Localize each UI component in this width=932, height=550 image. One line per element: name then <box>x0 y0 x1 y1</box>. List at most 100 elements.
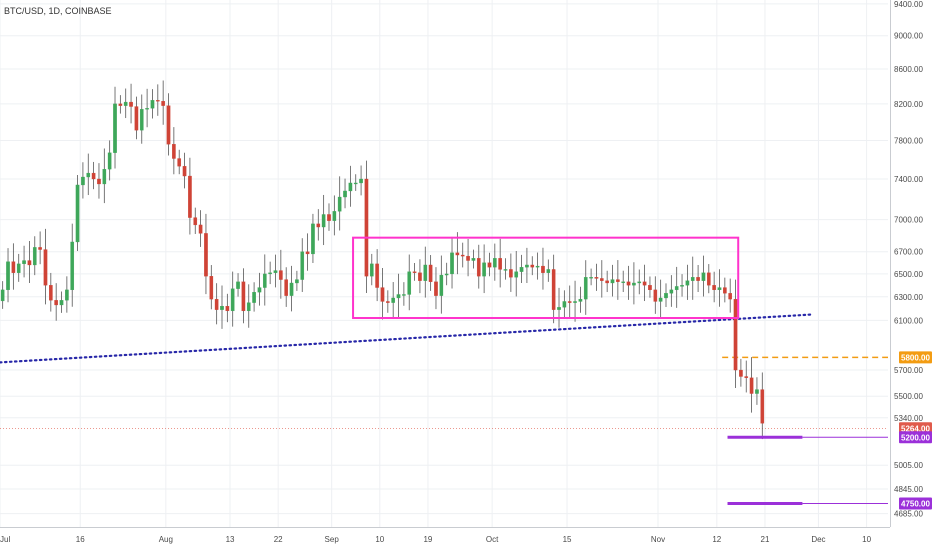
candle-up <box>6 261 10 291</box>
candle-down <box>476 258 481 277</box>
candle-down <box>214 298 219 310</box>
y-tick-label: 6700.00 <box>894 248 923 257</box>
candle-up <box>86 172 91 178</box>
candle-up <box>311 223 315 255</box>
candle-up <box>578 298 583 302</box>
y-tick-label: 8200.00 <box>894 100 923 109</box>
y-tick-label: 4845.00 <box>894 485 923 494</box>
candle-up <box>525 264 529 268</box>
candle-up <box>343 190 347 198</box>
candle-down <box>43 249 48 286</box>
x-tick-label: 15 <box>563 535 572 544</box>
candle-down <box>11 261 16 273</box>
candle-down <box>305 251 310 255</box>
candle-up <box>573 301 577 303</box>
candle-down <box>193 217 198 226</box>
candle-down <box>653 289 658 302</box>
y-tick-label: 4685.00 <box>894 510 923 519</box>
candle-up <box>503 269 508 271</box>
candle-down <box>188 175 192 218</box>
y-tick-label: 5700.00 <box>894 366 923 375</box>
range-box <box>352 236 740 320</box>
candle-up <box>295 279 299 284</box>
candle-down <box>642 281 647 286</box>
candle-down <box>49 285 53 301</box>
y-tick-label: 5005.00 <box>894 461 923 470</box>
candle-down <box>428 264 433 282</box>
candle-up <box>300 251 305 280</box>
y-tick-label: 7800.00 <box>894 136 923 145</box>
candle-down <box>455 252 460 256</box>
candle-up <box>139 109 144 131</box>
candle-up <box>637 281 642 284</box>
y-tick-label: 6100.00 <box>894 316 923 325</box>
candle-up <box>145 108 149 110</box>
candle-up <box>674 286 679 291</box>
x-tick-label: 19 <box>423 535 432 544</box>
candle-up <box>755 389 759 394</box>
candle-up <box>150 100 155 109</box>
y-tick-label: 6500.00 <box>894 270 923 279</box>
grid-lines <box>0 0 888 527</box>
candle-down <box>733 298 738 371</box>
resistance-badge-bg <box>899 351 932 364</box>
candle-up <box>680 285 684 287</box>
candle-down <box>530 264 535 268</box>
candle-up <box>402 294 406 296</box>
support-badge: 5200.00 <box>901 433 930 442</box>
candle-down <box>91 172 96 180</box>
candle-up <box>262 273 267 288</box>
candle-down <box>155 100 160 102</box>
candle-up <box>669 289 674 294</box>
candle-up <box>423 264 428 281</box>
candle-up <box>717 287 722 291</box>
candle-down <box>284 279 289 296</box>
x-tick-label: Jul <box>0 535 10 544</box>
candle-up <box>65 289 69 301</box>
candle-down <box>760 389 765 424</box>
candle-down <box>161 101 165 106</box>
candle-up <box>589 277 593 279</box>
candle-up <box>621 281 626 283</box>
x-tick-label: Dec <box>811 535 825 544</box>
time-axis[interactable]: Jul 16 Aug 13 22 Sep 10 19 Oct 15 Nov 12 21 Dec 10 <box>0 535 872 544</box>
candle-up <box>230 288 235 312</box>
candle-down <box>749 377 754 394</box>
candle-up <box>236 281 240 289</box>
candle-up <box>220 305 224 310</box>
candle-down <box>182 166 187 177</box>
candle-up <box>257 287 262 293</box>
x-tick-label: 12 <box>712 535 721 544</box>
candle-up <box>113 103 117 153</box>
candle-down <box>38 247 42 250</box>
candle-down <box>648 285 652 291</box>
overlay-markers <box>352 236 888 506</box>
y-tick-label: 7000.00 <box>894 216 923 225</box>
candle-down <box>118 103 123 106</box>
x-tick-label: Oct <box>486 535 499 544</box>
candle-up <box>391 297 395 303</box>
candle-up <box>396 294 401 299</box>
x-tick-label: Sep <box>325 535 340 544</box>
candle-up <box>273 270 278 273</box>
candle-down <box>706 272 711 286</box>
candle-up <box>321 214 326 228</box>
candle-up <box>557 307 561 310</box>
x-tick-label: 16 <box>76 535 85 544</box>
candle-up <box>535 265 540 268</box>
x-tick-label: 10 <box>862 535 871 544</box>
candle-up <box>610 279 615 284</box>
candle-up <box>519 267 524 272</box>
candle-up <box>359 178 363 184</box>
y-tick-label: 9400.00 <box>894 0 923 9</box>
candle-down <box>27 260 32 266</box>
candle-up <box>583 277 588 300</box>
candle-up <box>102 169 107 185</box>
x-tick-label: 22 <box>274 535 283 544</box>
candle-down <box>198 224 203 234</box>
candle-up <box>59 300 64 306</box>
price-axis[interactable]: 9400.00 9000.00 8600.00 8200.00 7800.00 7400.… <box>894 0 932 519</box>
y-tick-label: 9000.00 <box>894 32 923 41</box>
candle-down <box>54 300 58 306</box>
